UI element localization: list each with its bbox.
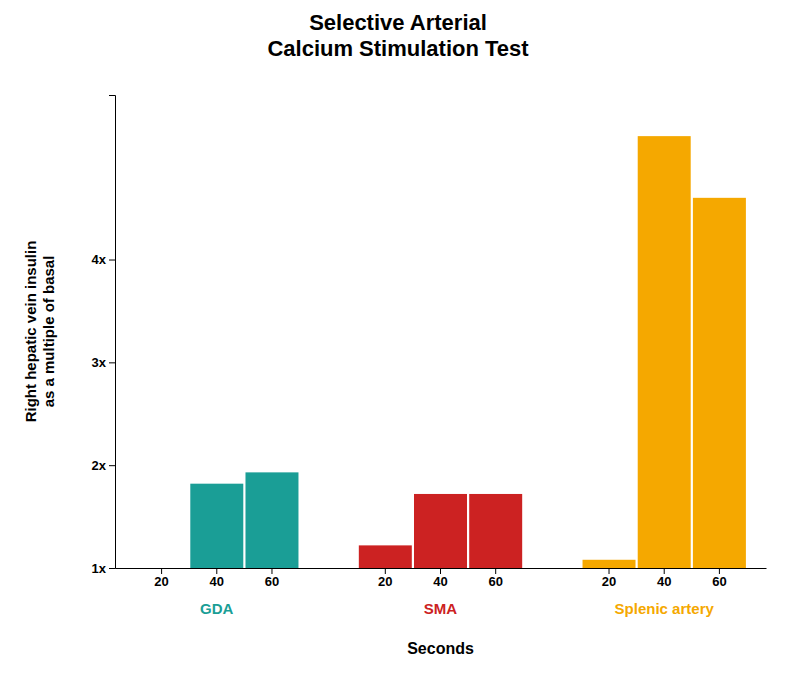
group-label: SMA bbox=[424, 600, 458, 617]
x-tick-label: 20 bbox=[378, 574, 392, 589]
group-label: Splenic artery bbox=[615, 600, 715, 617]
y-tick-label: 3x bbox=[92, 355, 107, 370]
bar bbox=[693, 198, 746, 568]
x-tick-mark bbox=[719, 568, 720, 574]
y-tick-mark bbox=[109, 568, 115, 569]
group-label: GDA bbox=[200, 600, 234, 617]
y-tick: 3x bbox=[92, 355, 115, 370]
x-tick: 20 bbox=[378, 568, 392, 589]
chart: Selective ArterialCalcium Stimulation Te… bbox=[0, 0, 796, 678]
x-tick-mark bbox=[440, 568, 441, 574]
y-tick-mark bbox=[109, 362, 115, 363]
x-group-ticks: 20 40 60 bbox=[602, 568, 727, 589]
x-label: Seconds bbox=[407, 640, 474, 657]
x-tick-mark bbox=[664, 568, 665, 574]
x-tick: 20 bbox=[154, 568, 168, 589]
y-tick: 4x bbox=[92, 252, 115, 267]
bar bbox=[414, 494, 467, 568]
x-tick: 20 bbox=[602, 568, 616, 589]
x-tick-mark bbox=[609, 568, 610, 574]
y-tick: 1x bbox=[92, 561, 115, 576]
bar bbox=[469, 494, 522, 568]
bar bbox=[638, 136, 691, 568]
x-group-ticks: 20 40 60 bbox=[378, 568, 503, 589]
y-label: Right hepatic vein insulinas a multiple … bbox=[22, 241, 57, 423]
x-tick: 40 bbox=[657, 568, 671, 589]
title: Selective ArterialCalcium Stimulation Te… bbox=[267, 10, 529, 61]
x-tick-label: 60 bbox=[488, 574, 502, 589]
x-tick: 60 bbox=[488, 568, 502, 589]
y-tick-mark bbox=[109, 260, 115, 261]
bar bbox=[135, 568, 188, 569]
x-group-ticks: 20 40 60 bbox=[154, 568, 279, 589]
x-tick-label: 60 bbox=[265, 574, 279, 589]
x-tick-mark bbox=[161, 568, 162, 574]
bar bbox=[245, 472, 298, 568]
bar bbox=[359, 545, 412, 568]
x-tick: 60 bbox=[265, 568, 279, 589]
y-tick-label: 1x bbox=[92, 561, 107, 576]
y-axis: 1x 2x 3x 4x bbox=[92, 96, 116, 576]
x-tick-label: 20 bbox=[154, 574, 168, 589]
y-tick-label: 4x bbox=[92, 252, 107, 267]
x-tick-label: 40 bbox=[210, 574, 224, 589]
bar bbox=[190, 484, 243, 568]
x-tick: 40 bbox=[433, 568, 447, 589]
bar bbox=[583, 560, 636, 568]
x-tick-label: 40 bbox=[433, 574, 447, 589]
x-tick: 40 bbox=[210, 568, 224, 589]
x-tick: 60 bbox=[712, 568, 726, 589]
y-axis-line bbox=[109, 96, 116, 569]
x-tick-label: 40 bbox=[657, 574, 671, 589]
bars bbox=[190, 136, 746, 568]
plot: 1x 2x 3x 4x 20 40 60 GDA 20 40 60 SMA 20 40 60 Splenic … bbox=[22, 96, 767, 658]
y-tick: 2x bbox=[92, 458, 115, 473]
x-tick-mark bbox=[216, 568, 217, 574]
x-tick-label: 60 bbox=[712, 574, 726, 589]
y-tick-mark bbox=[109, 465, 115, 466]
y-tick-label: 2x bbox=[92, 458, 107, 473]
x-tick-mark bbox=[385, 568, 386, 574]
x-tick-mark bbox=[271, 568, 272, 574]
x-tick-label: 20 bbox=[602, 574, 616, 589]
x-tick-mark bbox=[495, 568, 496, 574]
